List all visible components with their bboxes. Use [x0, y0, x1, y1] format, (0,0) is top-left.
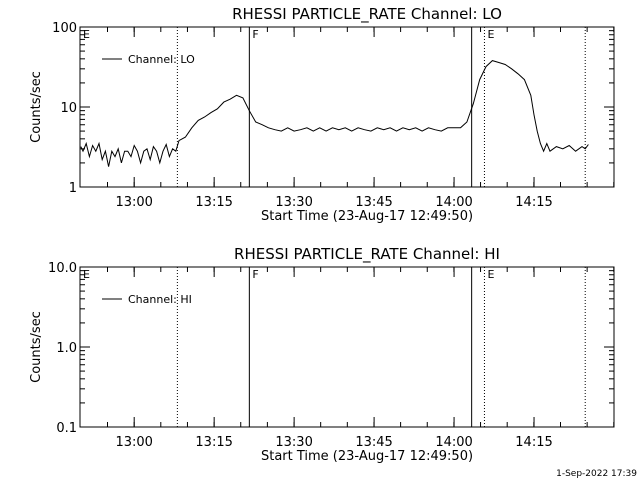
- x-tick-label: 13:00: [115, 195, 152, 210]
- x-tick-label: 13:00: [115, 435, 152, 450]
- x-tick-label: 14:15: [515, 435, 552, 450]
- x-tick-label: 13:30: [275, 195, 312, 210]
- chart-title: RHESSI PARTICLE_RATE Channel: LO: [232, 5, 502, 24]
- footer-timestamp: 1-Sep-2022 17:39: [556, 469, 637, 479]
- x-axis-label: Start Time (23-Aug-17 12:49:50): [261, 209, 473, 224]
- x-tick-label: 13:45: [355, 195, 392, 210]
- event-marker-label: E: [83, 268, 90, 281]
- legend-label: Channel: LO: [128, 53, 195, 66]
- plot-frame: [79, 266, 615, 428]
- y-tick-label: 0.1: [56, 421, 77, 436]
- y-tick-label: 10.0: [48, 261, 77, 276]
- y-tick-label: 1: [69, 181, 77, 196]
- y-tick-label: 100: [52, 21, 77, 36]
- y-tick-label: 1.0: [56, 341, 77, 356]
- lo-channel-panel: RHESSI PARTICLE_RATE Channel: LO 1 10 100 13…: [29, 5, 615, 224]
- event-marker-label: E: [83, 28, 90, 41]
- event-marker-label: E: [487, 268, 494, 281]
- event-marker-label: F: [252, 28, 258, 41]
- y-axis-label: Counts/sec: [29, 71, 44, 143]
- series-line: [80, 60, 589, 167]
- x-tick-label: 13:30: [275, 435, 312, 450]
- event-marker-label: E: [487, 28, 494, 41]
- x-axis-label: Start Time (23-Aug-17 12:49:50): [261, 449, 473, 464]
- x-tick-label: 13:15: [195, 435, 232, 450]
- x-tick-label: 13:15: [195, 195, 232, 210]
- x-tick-label: 13:45: [355, 435, 392, 450]
- x-tick-label: 14:15: [515, 195, 552, 210]
- chart-title: RHESSI PARTICLE_RATE Channel: HI: [234, 245, 500, 264]
- hi-channel-panel: RHESSI PARTICLE_RATE Channel: HI 0.1 1.0 10…: [29, 245, 615, 464]
- x-tick-label: 14:00: [435, 195, 472, 210]
- event-marker-label: F: [252, 268, 258, 281]
- y-tick-label: 10: [60, 101, 77, 116]
- y-axis-label: Counts/sec: [29, 311, 44, 383]
- legend-label: Channel: HI: [128, 293, 192, 306]
- x-tick-label: 14:00: [435, 435, 472, 450]
